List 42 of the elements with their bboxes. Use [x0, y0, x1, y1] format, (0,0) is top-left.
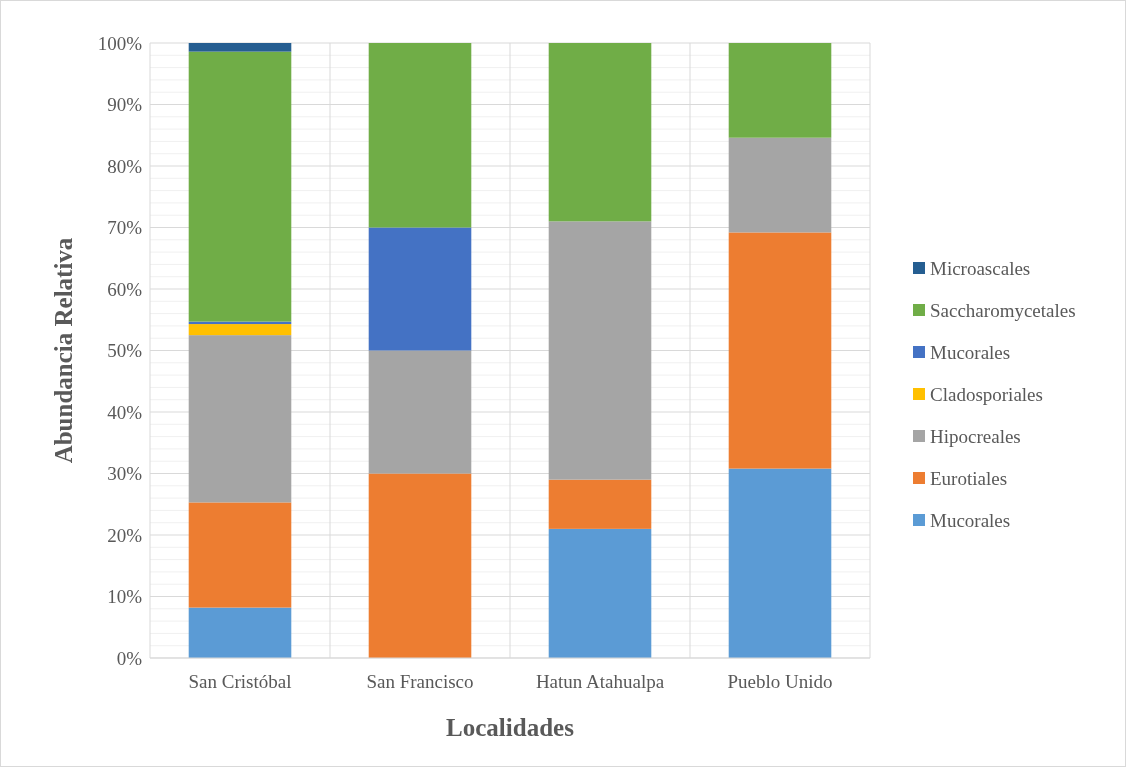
y-tick-label: 80%	[107, 155, 143, 177]
legend-label: Saccharomycetales	[930, 299, 1076, 321]
bar	[728, 468, 832, 658]
y-tick-label: 40%	[107, 401, 143, 423]
bar	[368, 43, 472, 228]
legend-label: Mucorales	[930, 509, 1011, 531]
bar	[368, 473, 472, 658]
x-tick-label: San Cristóbal	[188, 671, 292, 692]
y-tick-label: 0%	[116, 647, 143, 669]
bar	[548, 479, 652, 529]
bar	[188, 43, 292, 52]
bar	[548, 43, 652, 222]
bar	[188, 324, 292, 336]
bar	[188, 335, 292, 503]
y-tick-label: 10%	[107, 586, 143, 608]
bar	[368, 227, 472, 351]
y-tick-label: 30%	[107, 463, 143, 485]
x-tick-label: Hatun Atahualpa	[535, 671, 665, 692]
bar	[728, 137, 832, 233]
x-tick-label: Pueblo Unido	[727, 671, 833, 692]
bar	[548, 221, 652, 480]
legend-label: Hipocreales	[930, 425, 1021, 447]
y-tick-label: 90%	[107, 94, 143, 116]
bar	[188, 502, 292, 608]
y-tick-label: 70%	[107, 217, 143, 239]
legend-label: Eurotiales	[930, 467, 1008, 489]
y-tick-label: 50%	[107, 340, 143, 362]
bar	[728, 232, 832, 469]
y-axis-title: Abundancia Relativa	[50, 237, 77, 464]
x-axis-title: Localidades	[446, 714, 575, 741]
bar	[368, 350, 472, 474]
y-tick-label: 60%	[107, 278, 143, 300]
bar	[548, 528, 652, 658]
legend-label: Cladosporiales	[930, 383, 1043, 405]
y-tick-label: 20%	[107, 524, 143, 546]
bar	[188, 51, 292, 322]
bar	[188, 607, 292, 658]
x-tick-label: San Francisco	[366, 671, 474, 692]
y-tick-label: 100%	[97, 32, 143, 54]
bar	[728, 43, 832, 138]
legend-label: Mucorales	[930, 341, 1011, 363]
legend-label: Microascales	[930, 257, 1031, 279]
